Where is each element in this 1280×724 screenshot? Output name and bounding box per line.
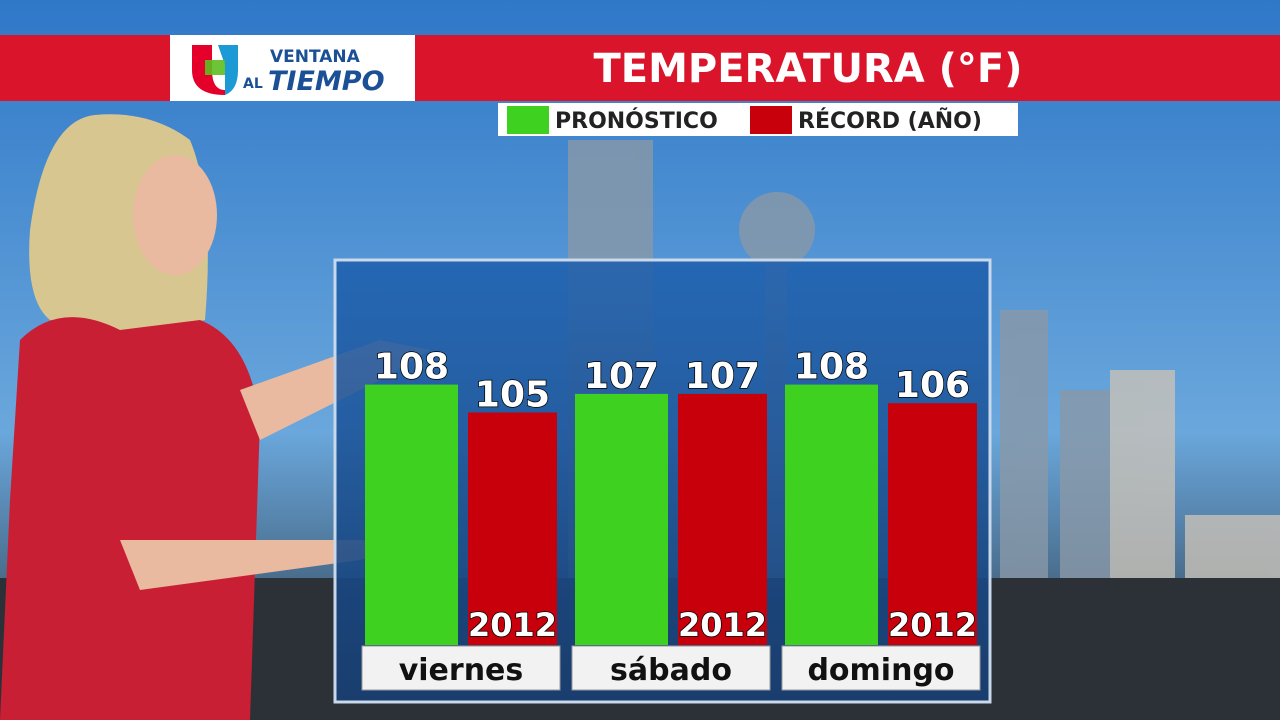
- legend-swatch: [507, 106, 549, 134]
- presenter: [0, 114, 430, 720]
- record-year: 2012: [888, 606, 977, 644]
- record-year: 2012: [468, 606, 557, 644]
- category-box: [781, 645, 981, 691]
- bar: [365, 384, 458, 645]
- value-label: 107: [584, 356, 659, 397]
- logo-text: TIEMPO: [268, 66, 385, 97]
- bar: [468, 412, 557, 645]
- value-label: 108: [794, 347, 869, 388]
- bar: [678, 393, 767, 645]
- category-label: viernes: [399, 653, 524, 688]
- value-label: 108: [374, 347, 449, 388]
- record-year: 2012: [678, 606, 767, 644]
- value-label: 106: [895, 365, 970, 406]
- category-label: sábado: [610, 653, 732, 688]
- category-label: domingo: [807, 653, 954, 688]
- bar: [785, 384, 878, 645]
- bar: [888, 403, 977, 645]
- logo-mark: [192, 45, 238, 95]
- logo-text: VENTANA: [270, 47, 361, 67]
- category-box: [361, 645, 561, 691]
- value-label: 105: [475, 375, 550, 416]
- category-box: [571, 645, 771, 691]
- value-label: 107: [685, 356, 760, 397]
- logo-text: AL: [243, 76, 263, 92]
- bar: [575, 393, 668, 645]
- legend-swatch: [750, 106, 792, 134]
- chart-title: TEMPERATURA (°F): [593, 46, 1022, 92]
- legend-label: RÉCORD (AÑO): [798, 108, 982, 134]
- legend-label: PRONÓSTICO: [555, 108, 718, 134]
